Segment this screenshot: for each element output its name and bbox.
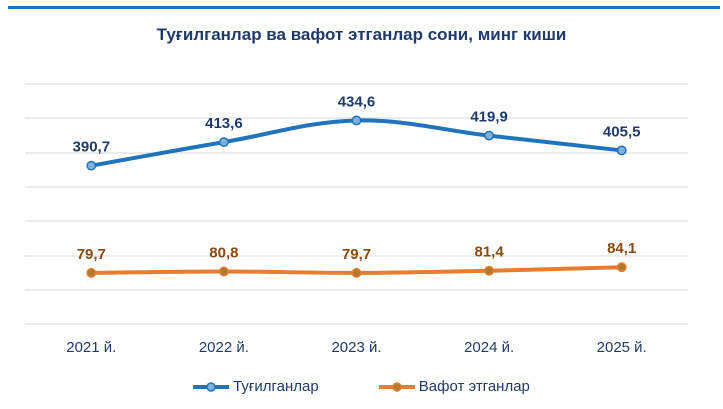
data-point-deaths xyxy=(86,267,97,278)
series-line-births xyxy=(89,118,624,168)
data-point-births xyxy=(616,145,627,156)
data-label-births: 405,5 xyxy=(603,123,641,140)
data-label-births: 390,7 xyxy=(73,139,111,156)
legend-marker-births xyxy=(193,381,230,392)
top-rule xyxy=(8,6,720,9)
x-tick-label: 2022 й. xyxy=(199,339,249,356)
data-label-births: 413,6 xyxy=(205,115,243,132)
data-point-births xyxy=(351,115,362,126)
x-tick-label: 2023 й. xyxy=(331,339,381,356)
data-label-births: 434,6 xyxy=(338,93,376,110)
data-label-deaths: 79,7 xyxy=(77,246,106,263)
data-point-deaths xyxy=(484,265,495,276)
legend-label-deaths: Вафот этганлар xyxy=(418,378,530,395)
x-tick-label: 2025 й. xyxy=(597,339,647,356)
chart-title: Туғилганлар ва вафот этганлар сони, минг… xyxy=(156,25,567,44)
legend-item-births: Туғилганлар xyxy=(193,378,319,395)
x-tick-label: 2024 й. xyxy=(464,339,514,356)
data-point-births xyxy=(484,130,495,141)
legend-marker-deaths xyxy=(378,381,415,392)
data-point-births xyxy=(218,137,229,148)
data-point-deaths xyxy=(616,262,627,273)
data-point-deaths xyxy=(351,267,362,278)
data-point-births xyxy=(86,160,97,171)
data-label-births: 419,9 xyxy=(470,109,508,126)
legend-item-deaths: Вафот этганлар xyxy=(378,378,530,395)
data-point-deaths xyxy=(218,266,229,277)
data-label-deaths: 80,8 xyxy=(209,244,238,261)
data-label-deaths: 79,7 xyxy=(342,246,371,263)
legend: Туғилганлар Вафот этганлар xyxy=(0,378,723,395)
data-label-deaths: 84,1 xyxy=(607,240,636,257)
data-label-deaths: 81,4 xyxy=(474,244,504,261)
legend-label-births: Туғилганлар xyxy=(233,378,319,395)
x-tick-label: 2021 й. xyxy=(66,339,116,356)
